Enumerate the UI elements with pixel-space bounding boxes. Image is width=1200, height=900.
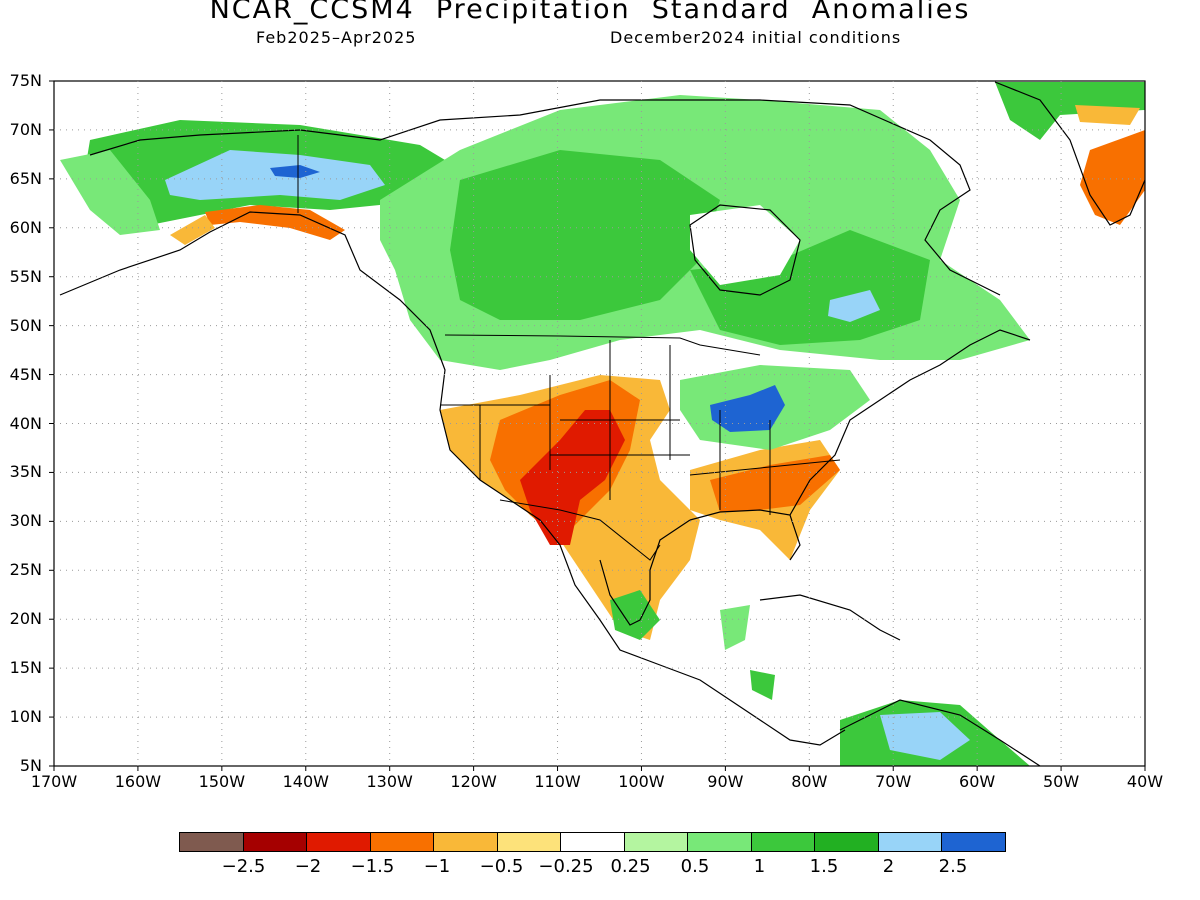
anomaly-region-coast-dry-light — [170, 215, 215, 245]
axis-ticks — [49, 80, 1146, 771]
colorbar-swatch — [877, 832, 942, 852]
colorbar-swatch — [560, 832, 625, 852]
map-title: NCAR_CCSM4 Precipitation Standard Anomal… — [209, 0, 971, 25]
latitude-label: 55N — [9, 266, 42, 286]
latitude-label: 25N — [9, 560, 42, 580]
colorbar — [179, 832, 1006, 854]
anomaly-region-greenland-dry-light — [1075, 105, 1140, 125]
colorbar-label: 2 — [882, 856, 895, 877]
colorbar-label: 0.5 — [680, 856, 710, 877]
political-borders — [297, 135, 841, 561]
latitude-label: 20N — [9, 609, 42, 629]
longitude-label: 50W — [1042, 772, 1080, 791]
latitude-label: 40N — [9, 413, 42, 433]
latitude-label: 35N — [9, 462, 42, 482]
latitude-label: 75N — [9, 71, 42, 90]
colorbar-swatch — [306, 832, 371, 852]
colorbar-swatch — [750, 832, 815, 852]
colorbar-label: −0.5 — [479, 856, 524, 877]
longitude-label: 100W — [618, 772, 665, 791]
anomaly-region-greenland-dry — [1080, 130, 1145, 225]
colorbar-label: −1.5 — [350, 856, 395, 877]
anomaly-region-hudson-blank — [690, 205, 800, 285]
anomaly-region-yucatan-wet — [750, 670, 775, 700]
colorbar-label: −1 — [423, 856, 451, 877]
anomaly-region-us-southeast-moderate-dry — [710, 455, 840, 512]
latitude-label: 65N — [9, 168, 42, 188]
colorbar-swatch — [496, 832, 561, 852]
colorbar-label: 0.25 — [610, 856, 651, 877]
latitude-label: 10N — [9, 707, 42, 727]
initial-conditions: December2024 initial conditions — [610, 28, 902, 47]
colorbar-swatch — [941, 832, 1006, 852]
longitude-label: 120W — [450, 772, 497, 791]
longitude-label: 40W — [1126, 772, 1164, 791]
longitude-label: 150W — [198, 772, 246, 791]
colorbar-swatch — [814, 832, 879, 852]
colorbar-label: −2.5 — [221, 856, 266, 877]
latitude-label: 30N — [9, 511, 42, 531]
longitude-label: 80W — [791, 772, 828, 791]
latitude-label: 50N — [9, 315, 42, 335]
longitude-label: 70W — [875, 772, 912, 791]
graticule — [54, 81, 1145, 766]
longitude-label: 160W — [114, 772, 162, 791]
forecast-period: Feb2025–Apr2025 — [256, 28, 417, 47]
longitude-label: 60W — [959, 772, 996, 791]
longitude-label: 90W — [707, 772, 744, 791]
anomaly-region-us-southwest-strong-dry — [520, 410, 625, 545]
anomaly-fields — [60, 82, 1145, 766]
colorbar-label: 1 — [753, 856, 766, 877]
colorbar-swatch — [369, 832, 434, 852]
colorbar-swatch — [623, 832, 688, 852]
anomaly-region-alaska-moderate-wet — [60, 150, 160, 235]
anomaly-region-quebec-blue — [828, 290, 880, 322]
longitude-label: 130W — [366, 772, 413, 791]
anomaly-region-ohio-valley-blue — [710, 385, 785, 432]
anomaly-region-central-america-wet — [610, 590, 660, 640]
latitude-label: 45N — [9, 364, 42, 384]
colorbar-label: −2 — [294, 856, 322, 877]
latitude-label: 5N — [19, 756, 42, 775]
colorbar-label: 1.5 — [809, 856, 839, 877]
longitude-label: 170W — [30, 772, 78, 791]
longitude-label: 140W — [282, 772, 329, 791]
anomaly-region-quebec-wet — [690, 230, 930, 345]
colorbar-swatch — [242, 832, 307, 852]
colorbar-label: 2.5 — [938, 856, 968, 877]
colorbar-swatch — [433, 832, 498, 852]
anomaly-region-caribbean-wet — [720, 605, 750, 650]
latitude-label: 15N — [9, 658, 42, 678]
colorbar-swatch — [687, 832, 752, 852]
colorbar-swatch — [179, 832, 244, 852]
latitude-label: 70N — [9, 119, 42, 139]
colorbar-label: −0.25 — [538, 856, 594, 877]
anomaly-region-canada-core-wet — [450, 150, 720, 320]
anomaly-region-south-america-blue — [880, 712, 970, 760]
latitude-label: 60N — [9, 217, 42, 237]
anomaly-region-alaska-deep-blue — [270, 165, 320, 178]
longitude-label: 110W — [534, 772, 581, 791]
anomaly-region-gulf-alaska-dry — [205, 205, 345, 240]
